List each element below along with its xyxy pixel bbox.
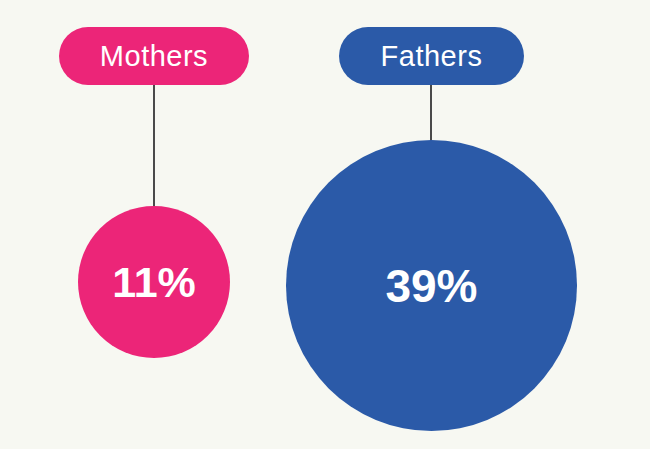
fathers-label-pill: Fathers [339,27,524,85]
mothers-label-text: Mothers [100,40,208,73]
fathers-label-text: Fathers [381,40,483,73]
fathers-value-label: 39% [385,259,477,313]
mothers-connector-line [153,85,155,208]
mothers-value-label: 11% [112,258,196,307]
fathers-connector-line [430,85,432,142]
fathers-bubble: 39% [286,140,577,431]
bubble-chart-canvas: Mothers 11% Fathers 39% [0,0,650,449]
mothers-bubble: 11% [78,206,230,358]
mothers-label-pill: Mothers [59,27,249,85]
